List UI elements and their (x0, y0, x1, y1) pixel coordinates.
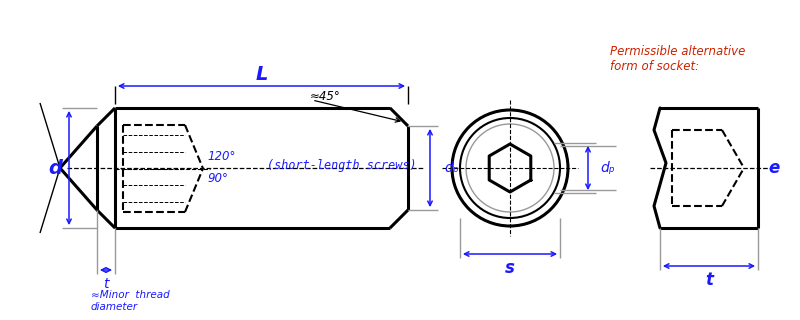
Text: e: e (768, 159, 779, 177)
Text: s: s (505, 259, 515, 277)
Text: 120°: 120° (207, 149, 235, 163)
Text: L: L (255, 65, 268, 84)
Text: d: d (48, 158, 62, 178)
Text: ≈Minor  thread
diameter: ≈Minor thread diameter (91, 290, 170, 312)
Text: Permissible alternative
form of socket:: Permissible alternative form of socket: (610, 45, 746, 73)
Text: t: t (103, 277, 109, 291)
Text: ≈45°: ≈45° (310, 90, 341, 102)
Text: (short-length screws): (short-length screws) (267, 159, 417, 172)
Text: dₚ: dₚ (444, 161, 458, 175)
Text: t: t (705, 271, 713, 289)
Text: 90°: 90° (207, 172, 228, 185)
Text: dₚ: dₚ (600, 161, 614, 175)
